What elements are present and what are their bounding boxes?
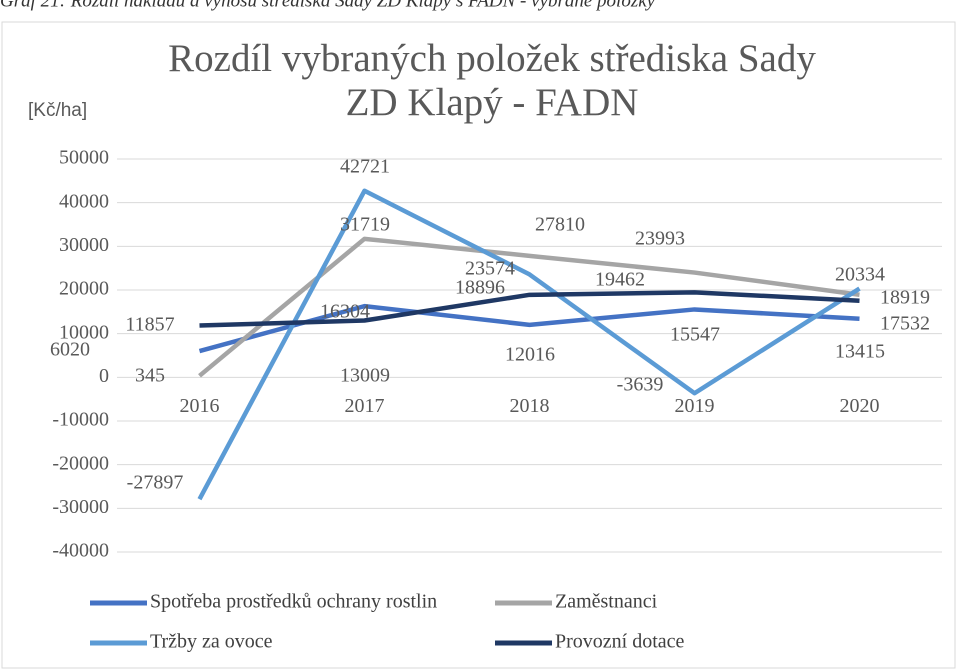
y-tick-label: 0 — [99, 365, 109, 387]
x-tick-label: 2017 — [345, 395, 385, 417]
x-tick-label: 2018 — [510, 395, 550, 417]
y-tick-label: 20000 — [59, 278, 109, 300]
legend-label: Provozní dotace — [555, 631, 685, 653]
data-label: 345 — [135, 365, 165, 387]
y-tick-label: -10000 — [52, 409, 109, 431]
data-label: 16304 — [320, 301, 370, 323]
data-label: 11857 — [125, 314, 174, 336]
series-line — [197, 188, 861, 501]
data-label: 18919 — [880, 287, 930, 309]
data-label: 42721 — [340, 156, 390, 178]
legend-label: Zaměstnanci — [555, 591, 658, 613]
y-axis-label: [Kč/ha] — [28, 100, 87, 121]
data-label: 23993 — [635, 228, 685, 250]
legend-label: Tržby za ovoce — [150, 631, 273, 653]
chart-title: Rozdíl vybraných položek střediska Sady — [168, 37, 816, 80]
data-label: 15547 — [670, 324, 720, 346]
data-label: 18896 — [455, 277, 505, 299]
data-label: 31719 — [340, 214, 390, 236]
legend-label: Spotřeba prostředků ochrany rostlin — [150, 591, 437, 613]
data-label: 17532 — [880, 313, 930, 335]
y-tick-label: 50000 — [59, 147, 109, 169]
data-label: 12016 — [505, 344, 555, 366]
y-tick-label: -30000 — [52, 496, 109, 518]
data-label: 23574 — [465, 258, 515, 280]
series-line — [199, 290, 860, 328]
chart-border — [1, 21, 956, 669]
data-label: 20334 — [835, 264, 885, 286]
chart-title: ZD Klapý - FADN — [346, 81, 639, 124]
caption: Graf 21: Rozdíl nákladů a výnosů středis… — [0, 0, 656, 11]
y-tick-label: -40000 — [52, 540, 109, 562]
data-label: 13415 — [835, 341, 885, 363]
data-label: 6020 — [50, 339, 90, 361]
x-tick-label: 2020 — [840, 395, 880, 417]
x-tick-label: 2019 — [675, 395, 715, 417]
data-label: 13009 — [340, 365, 390, 387]
data-label: -3639 — [617, 374, 664, 396]
data-label: 27810 — [535, 214, 585, 236]
x-tick-label: 2016 — [180, 395, 220, 417]
series-line — [198, 236, 860, 378]
y-tick-label: 30000 — [59, 234, 109, 256]
y-tick-label: 40000 — [59, 190, 109, 212]
data-label: 19462 — [595, 269, 645, 291]
y-tick-label: -20000 — [52, 452, 109, 474]
data-label: -27897 — [127, 472, 184, 494]
y-tick-label: 10000 — [59, 321, 109, 343]
